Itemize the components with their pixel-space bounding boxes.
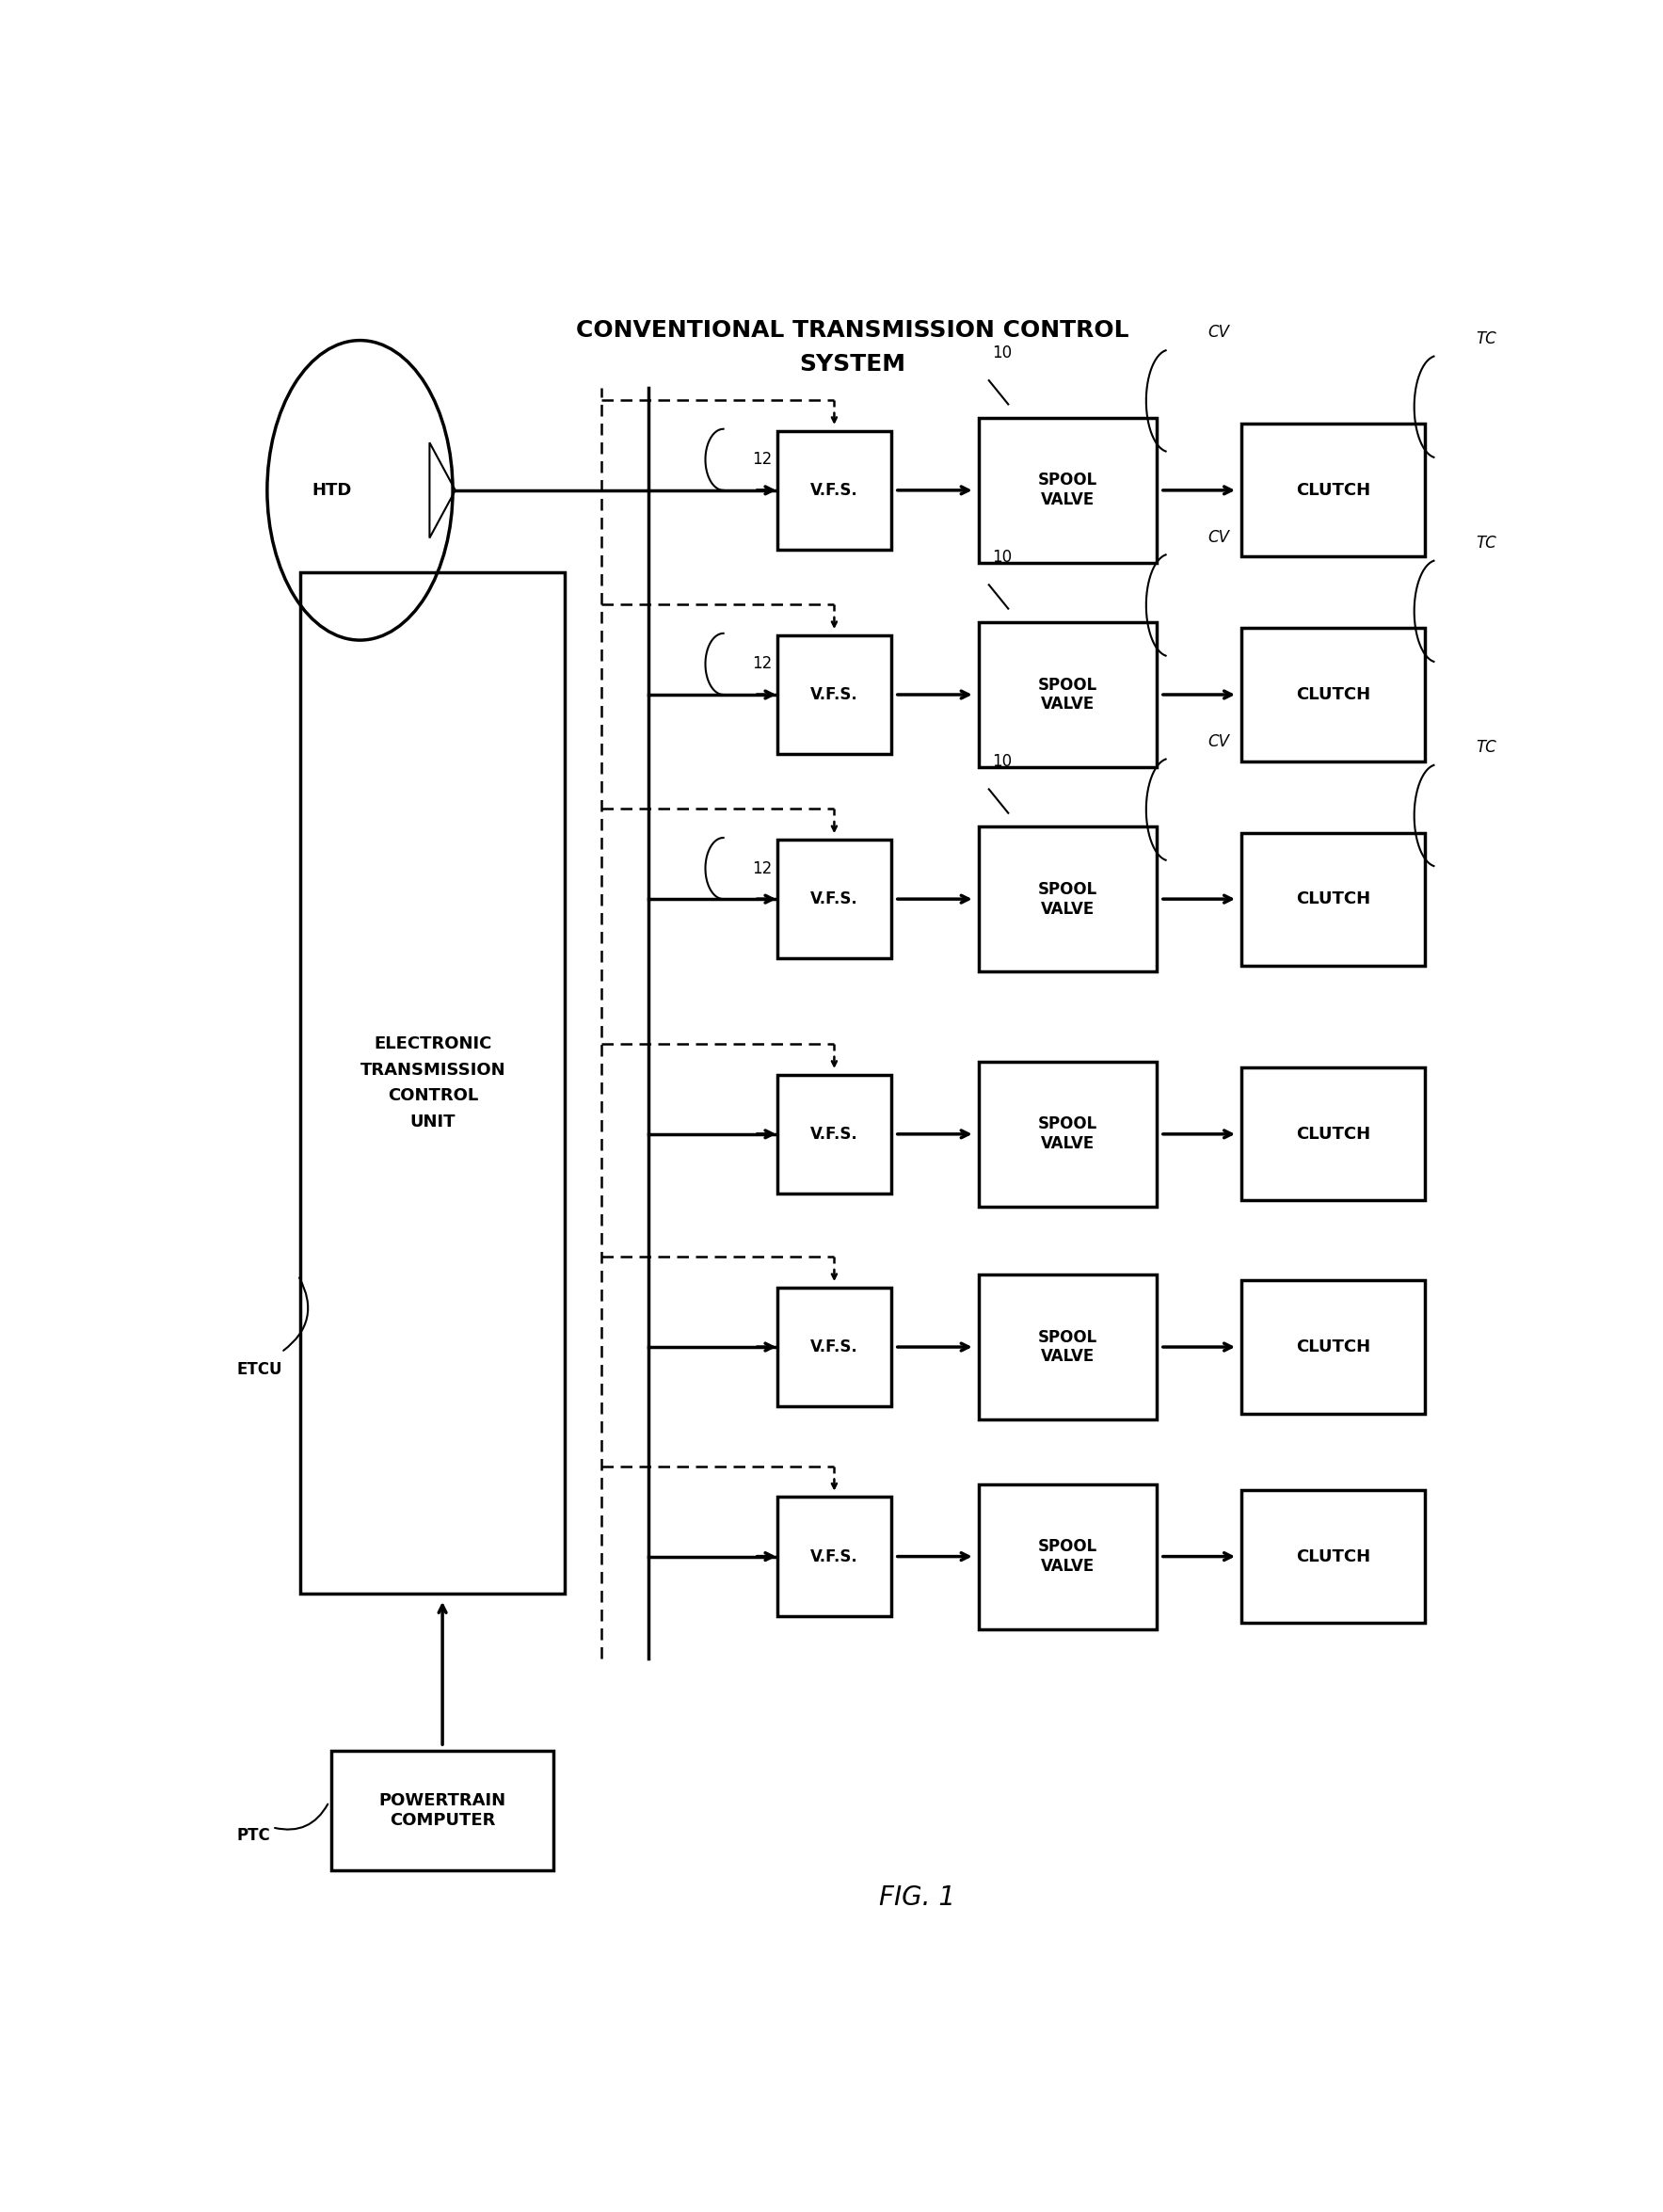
Text: V.F.S.: V.F.S. [810, 482, 858, 498]
Text: SPOOL
VALVE: SPOOL VALVE [1038, 677, 1098, 712]
Text: 12: 12 [752, 860, 772, 876]
Text: ELECTRONIC
TRANSMISSION
CONTROL
UNIT: ELECTRONIC TRANSMISSION CONTROL UNIT [359, 1035, 506, 1130]
Text: V.F.S.: V.F.S. [810, 1126, 858, 1144]
Text: 10: 10 [991, 345, 1011, 361]
Text: 12: 12 [752, 655, 772, 672]
Bar [1242, 1281, 1425, 1413]
Bar [978, 1274, 1156, 1420]
Text: SPOOL
VALVE: SPOOL VALVE [1038, 880, 1098, 918]
Bar [331, 1750, 554, 1869]
Text: CLUTCH: CLUTCH [1295, 1338, 1370, 1356]
Bar [978, 418, 1156, 562]
Bar [778, 635, 891, 754]
Text: V.F.S.: V.F.S. [810, 686, 858, 703]
Text: SPOOL
VALVE: SPOOL VALVE [1038, 1329, 1098, 1365]
Text: POWERTRAIN
COMPUTER: POWERTRAIN COMPUTER [379, 1792, 506, 1829]
Text: V.F.S.: V.F.S. [810, 1338, 858, 1356]
Text: 12: 12 [752, 451, 772, 469]
Bar [978, 1062, 1156, 1206]
Text: CLUTCH: CLUTCH [1295, 482, 1370, 498]
Bar [778, 1498, 891, 1617]
Bar [1242, 628, 1425, 761]
Text: SYSTEM: SYSTEM [800, 354, 905, 376]
Text: CLUTCH: CLUTCH [1295, 1126, 1370, 1144]
Text: TC: TC [1477, 739, 1497, 757]
Text: CLUTCH: CLUTCH [1295, 891, 1370, 907]
Text: CV: CV [1207, 732, 1229, 750]
Text: SPOOL
VALVE: SPOOL VALVE [1038, 1115, 1098, 1152]
Text: PTC: PTC [236, 1827, 269, 1845]
Bar [1242, 425, 1425, 557]
Bar [301, 573, 565, 1595]
Text: CONVENTIONAL TRANSMISSION CONTROL: CONVENTIONAL TRANSMISSION CONTROL [575, 319, 1129, 341]
Text: SPOOL
VALVE: SPOOL VALVE [1038, 1537, 1098, 1575]
Text: CLUTCH: CLUTCH [1295, 686, 1370, 703]
Text: CLUTCH: CLUTCH [1295, 1548, 1370, 1564]
Text: TC: TC [1477, 535, 1497, 551]
Bar [978, 1484, 1156, 1628]
Text: V.F.S.: V.F.S. [810, 891, 858, 907]
Text: FIG. 1: FIG. 1 [878, 1885, 955, 1911]
Text: TC: TC [1477, 330, 1497, 347]
Bar [1242, 1491, 1425, 1624]
Text: CV: CV [1207, 529, 1229, 546]
Text: 10: 10 [991, 754, 1011, 770]
Text: SPOOL
VALVE: SPOOL VALVE [1038, 471, 1098, 509]
Bar [778, 1287, 891, 1407]
Text: ETCU: ETCU [236, 1360, 281, 1378]
Bar [778, 838, 891, 958]
Text: 10: 10 [991, 549, 1011, 566]
Bar [1242, 1068, 1425, 1201]
Bar [778, 1075, 891, 1194]
Text: CV: CV [1207, 325, 1229, 341]
Text: HTD: HTD [311, 482, 351, 498]
Bar [1242, 832, 1425, 964]
Bar [978, 622, 1156, 768]
Bar [778, 431, 891, 551]
Text: V.F.S.: V.F.S. [810, 1548, 858, 1564]
Bar [978, 827, 1156, 971]
